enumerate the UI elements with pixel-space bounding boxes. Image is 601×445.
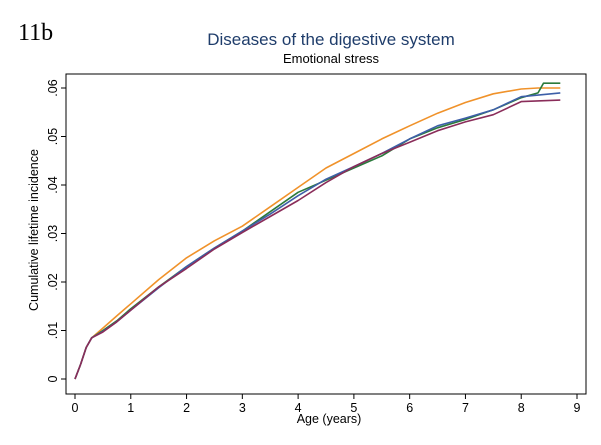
- y-tick-label: .04: [46, 176, 60, 193]
- series-line-1: [74, 87, 561, 380]
- x-tick-label: 6: [406, 401, 413, 415]
- x-tick-label: 4: [295, 401, 302, 415]
- x-tick-label: 7: [462, 401, 469, 415]
- series-layer: [74, 82, 561, 380]
- x-axis-label: Age (years): [297, 412, 362, 426]
- y-axis: 0 .01 .02 .03 .04 .05 .06: [46, 79, 66, 382]
- x-tick-label: 1: [127, 401, 134, 415]
- y-tick-label: .06: [46, 79, 60, 96]
- x-axis: 0 1 2 3 4 5 6 7 8 9: [72, 394, 581, 415]
- y-axis-label: Cumulative lifetime incidence: [27, 149, 41, 311]
- y-tick-label: .05: [46, 128, 60, 145]
- x-tick-label: 2: [183, 401, 190, 415]
- chart-title: Diseases of the digestive system: [207, 30, 455, 49]
- x-tick-label: 0: [72, 401, 79, 415]
- x-tick-label: 3: [239, 401, 246, 415]
- x-tick-label: 5: [350, 401, 357, 415]
- y-tick-label: .03: [46, 225, 60, 242]
- series-line-4: [74, 99, 561, 380]
- y-tick-label: .01: [46, 322, 60, 339]
- plot-area-frame: [65, 73, 587, 395]
- panel-label: 11b: [18, 20, 53, 46]
- y-tick-label: .02: [46, 273, 60, 290]
- y-tick-label: 0: [46, 375, 60, 382]
- x-tick-label: 9: [574, 401, 581, 415]
- x-tick-label: 8: [518, 401, 525, 415]
- chart-subtitle: Emotional stress: [283, 51, 380, 66]
